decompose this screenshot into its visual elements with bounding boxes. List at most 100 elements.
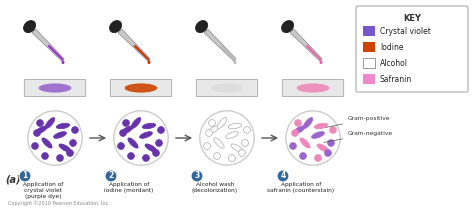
Ellipse shape bbox=[131, 118, 141, 129]
Text: Application of
safranin (counterstain): Application of safranin (counterstain) bbox=[267, 182, 335, 193]
Circle shape bbox=[214, 153, 220, 159]
Circle shape bbox=[114, 111, 168, 165]
FancyBboxPatch shape bbox=[282, 79, 344, 97]
Ellipse shape bbox=[207, 126, 219, 134]
Circle shape bbox=[329, 127, 337, 133]
Ellipse shape bbox=[125, 83, 157, 93]
Circle shape bbox=[157, 127, 164, 133]
Ellipse shape bbox=[314, 123, 328, 129]
Polygon shape bbox=[32, 29, 64, 61]
FancyBboxPatch shape bbox=[356, 6, 468, 92]
Text: KEY: KEY bbox=[403, 14, 421, 23]
Text: Application of
crystal violet
(purple dye): Application of crystal violet (purple dy… bbox=[23, 182, 63, 199]
Circle shape bbox=[67, 150, 73, 156]
Circle shape bbox=[228, 155, 236, 161]
Ellipse shape bbox=[196, 21, 208, 33]
FancyBboxPatch shape bbox=[24, 79, 86, 97]
Circle shape bbox=[28, 111, 82, 165]
Ellipse shape bbox=[39, 83, 72, 93]
Circle shape bbox=[32, 143, 38, 149]
Ellipse shape bbox=[300, 138, 310, 148]
Ellipse shape bbox=[228, 123, 242, 129]
Ellipse shape bbox=[42, 138, 52, 148]
Polygon shape bbox=[204, 29, 236, 61]
Circle shape bbox=[292, 130, 299, 136]
Ellipse shape bbox=[317, 144, 329, 152]
Circle shape bbox=[315, 155, 321, 161]
Circle shape bbox=[143, 155, 149, 161]
Ellipse shape bbox=[282, 21, 293, 33]
FancyBboxPatch shape bbox=[110, 79, 172, 97]
Circle shape bbox=[123, 120, 129, 126]
FancyBboxPatch shape bbox=[363, 74, 375, 84]
Polygon shape bbox=[134, 45, 150, 61]
Circle shape bbox=[118, 143, 124, 149]
Ellipse shape bbox=[142, 123, 156, 129]
Ellipse shape bbox=[56, 123, 70, 129]
Circle shape bbox=[153, 150, 159, 156]
Ellipse shape bbox=[234, 60, 237, 64]
Text: Gram-positive: Gram-positive bbox=[326, 116, 391, 127]
Ellipse shape bbox=[217, 118, 227, 129]
Ellipse shape bbox=[45, 118, 55, 129]
Text: 1: 1 bbox=[22, 172, 27, 181]
Circle shape bbox=[128, 153, 135, 159]
Circle shape bbox=[238, 150, 246, 156]
Text: 4: 4 bbox=[281, 172, 286, 181]
Ellipse shape bbox=[62, 60, 64, 64]
Circle shape bbox=[56, 155, 64, 161]
Text: Iodine: Iodine bbox=[380, 42, 403, 51]
Ellipse shape bbox=[59, 144, 71, 152]
Text: Safranin: Safranin bbox=[380, 75, 412, 84]
Text: Alcohol wash
(decolorization): Alcohol wash (decolorization) bbox=[192, 182, 238, 193]
FancyBboxPatch shape bbox=[363, 42, 375, 52]
Ellipse shape bbox=[210, 83, 243, 93]
Ellipse shape bbox=[109, 21, 122, 33]
Polygon shape bbox=[219, 45, 236, 61]
Ellipse shape bbox=[35, 126, 47, 134]
Ellipse shape bbox=[214, 138, 224, 148]
Circle shape bbox=[206, 130, 212, 136]
Circle shape bbox=[209, 120, 215, 126]
Circle shape bbox=[19, 170, 31, 182]
Circle shape bbox=[200, 111, 254, 165]
Circle shape bbox=[277, 170, 289, 182]
Ellipse shape bbox=[319, 60, 322, 64]
Ellipse shape bbox=[128, 138, 138, 148]
FancyBboxPatch shape bbox=[363, 26, 375, 36]
FancyBboxPatch shape bbox=[363, 58, 375, 68]
Circle shape bbox=[42, 153, 48, 159]
Ellipse shape bbox=[147, 60, 151, 64]
Circle shape bbox=[155, 140, 163, 146]
Circle shape bbox=[119, 130, 127, 136]
Text: Crystal violet: Crystal violet bbox=[380, 26, 431, 35]
Circle shape bbox=[191, 170, 203, 182]
Text: Gram-negative: Gram-negative bbox=[324, 131, 393, 142]
Ellipse shape bbox=[54, 132, 66, 138]
Circle shape bbox=[70, 140, 76, 146]
Ellipse shape bbox=[303, 118, 313, 129]
Ellipse shape bbox=[297, 83, 329, 93]
Circle shape bbox=[72, 127, 78, 133]
Polygon shape bbox=[306, 45, 322, 61]
Circle shape bbox=[295, 120, 301, 126]
FancyBboxPatch shape bbox=[196, 79, 258, 97]
Text: 3: 3 bbox=[194, 172, 200, 181]
Text: Alcohol: Alcohol bbox=[380, 59, 408, 67]
Circle shape bbox=[325, 150, 331, 156]
Circle shape bbox=[242, 140, 248, 146]
Polygon shape bbox=[290, 29, 322, 61]
Polygon shape bbox=[47, 45, 64, 61]
Text: Application of
iodine (mordant): Application of iodine (mordant) bbox=[104, 182, 154, 193]
Ellipse shape bbox=[121, 126, 133, 134]
Ellipse shape bbox=[226, 132, 238, 138]
Ellipse shape bbox=[139, 132, 153, 138]
Ellipse shape bbox=[311, 132, 324, 138]
Circle shape bbox=[34, 130, 40, 136]
Circle shape bbox=[105, 170, 117, 182]
Text: (a): (a) bbox=[5, 175, 21, 185]
Text: 2: 2 bbox=[109, 172, 114, 181]
Ellipse shape bbox=[145, 144, 157, 152]
Polygon shape bbox=[118, 29, 150, 61]
Ellipse shape bbox=[24, 21, 36, 33]
